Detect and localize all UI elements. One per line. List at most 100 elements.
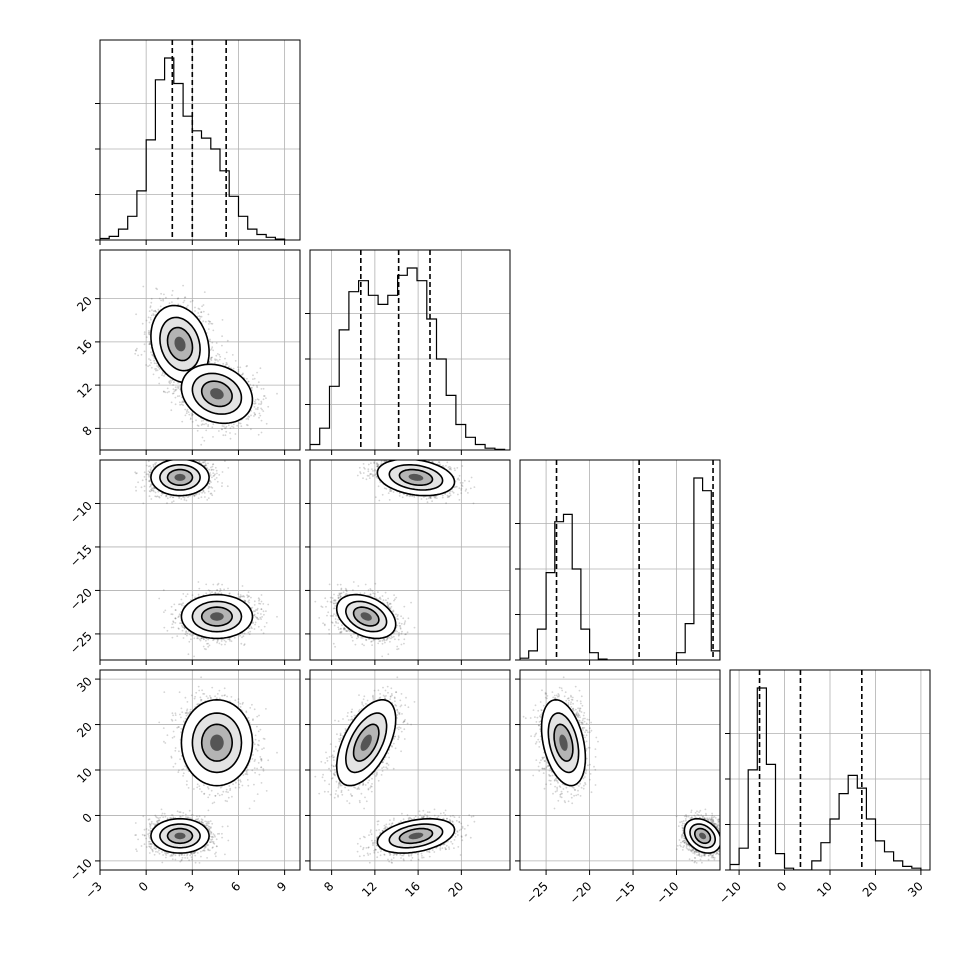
scatter-point: [197, 425, 200, 427]
scatter-point: [150, 314, 153, 317]
scatter-point: [151, 309, 153, 311]
scatter-point: [208, 482, 211, 485]
scatter-point: [177, 303, 180, 306]
scatter-point: [201, 423, 204, 425]
scatter-point: [151, 353, 154, 356]
scatter-point: [212, 329, 215, 332]
scatter-point: [241, 373, 244, 376]
scatter-point: [223, 425, 225, 428]
scatter-point: [210, 357, 213, 359]
scatter-point: [207, 313, 210, 316]
panel-content: [100, 250, 300, 450]
scatter-point: [258, 416, 260, 419]
scatter-point: [148, 333, 151, 335]
scatter-point: [250, 414, 252, 417]
scatter-point: [225, 351, 228, 354]
scatter-point: [267, 405, 270, 408]
contour-level-0.9: [166, 326, 194, 362]
scatter-point: [236, 424, 239, 427]
scatter-point: [257, 406, 259, 409]
scatter-point: [191, 420, 194, 423]
scatter-point: [182, 284, 185, 287]
scatter-point: [171, 294, 173, 297]
axis-frame: [99, 249, 301, 451]
scatter-point: [149, 306, 152, 309]
scatter-point: [145, 336, 148, 339]
scatter-point: [210, 348, 213, 350]
scatter-point: [150, 318, 152, 321]
scatter-point: [196, 454, 198, 456]
scatter-point: [170, 401, 173, 404]
scatter-point: [186, 410, 188, 413]
scatter-point: [199, 318, 201, 320]
axis-frame: [99, 39, 301, 241]
scatter-point: [183, 497, 186, 499]
scatter-point: [149, 343, 152, 346]
scatter-point: [163, 293, 165, 296]
scatter-point: [210, 359, 213, 362]
contour-level-1.45: [191, 372, 243, 415]
scatter-point: [203, 291, 206, 293]
scatter-point: [141, 322, 144, 325]
scatter-point: [245, 418, 248, 420]
scatter-point: [163, 390, 165, 393]
scatter-point: [181, 401, 184, 404]
scatter-point: [257, 433, 260, 436]
scatter-point: [177, 387, 180, 390]
scatter-point: [260, 431, 263, 434]
scatter-point: [260, 388, 263, 390]
scatter-point: [253, 402, 256, 405]
scatter-point: [145, 319, 148, 322]
scatter-point: [231, 425, 233, 428]
scatter-point: [190, 412, 193, 415]
scatter-point: [148, 358, 150, 360]
panel-content: [100, 454, 300, 660]
scatter-point: [200, 311, 203, 314]
scatter-point: [187, 411, 190, 413]
scatter-point: [196, 429, 199, 432]
scatter-point: [214, 361, 216, 364]
scatter-point: [260, 403, 262, 406]
scatter-point: [135, 472, 138, 475]
scatter-point: [262, 410, 265, 412]
scatter-point: [154, 368, 156, 370]
scatter-point: [194, 310, 196, 312]
scatter-point: [173, 381, 175, 384]
scatter-point: [221, 319, 224, 321]
scatter-point: [134, 349, 137, 351]
scatter-point: [149, 465, 151, 467]
scatter-point: [148, 321, 151, 324]
scatter-point: [258, 403, 260, 405]
scatter-point: [158, 297, 161, 300]
scatter-point: [259, 414, 262, 417]
scatter-point: [153, 359, 156, 362]
scatter-point: [260, 407, 262, 410]
scatter-point: [214, 359, 217, 362]
scatter-point: [185, 306, 188, 309]
scatter-point: [172, 384, 175, 386]
scatter-point: [163, 375, 165, 377]
scatter-point: [209, 338, 211, 341]
scatter-point: [135, 349, 138, 352]
scatter-point: [171, 289, 174, 292]
scatter-point: [177, 616, 180, 618]
scatter-point: [234, 360, 237, 362]
scatter-point: [174, 617, 177, 619]
scatter-point: [224, 357, 226, 360]
scatter-point: [190, 417, 192, 419]
scatter-point: [224, 427, 227, 430]
scatter-point: [221, 344, 223, 347]
scatter-point: [260, 400, 263, 403]
scatter-point: [165, 296, 167, 299]
scatter-point: [149, 305, 152, 308]
scatter-point: [215, 358, 218, 361]
scatter-point: [183, 299, 186, 302]
scatter-point: [184, 296, 187, 299]
scatter-point: [196, 635, 199, 638]
scatter-point: [155, 369, 157, 372]
scatter-point: [148, 343, 151, 345]
scatter-point: [247, 380, 250, 383]
scatter-point: [207, 487, 210, 490]
scatter-point: [232, 426, 235, 429]
scatter-point: [156, 365, 159, 367]
